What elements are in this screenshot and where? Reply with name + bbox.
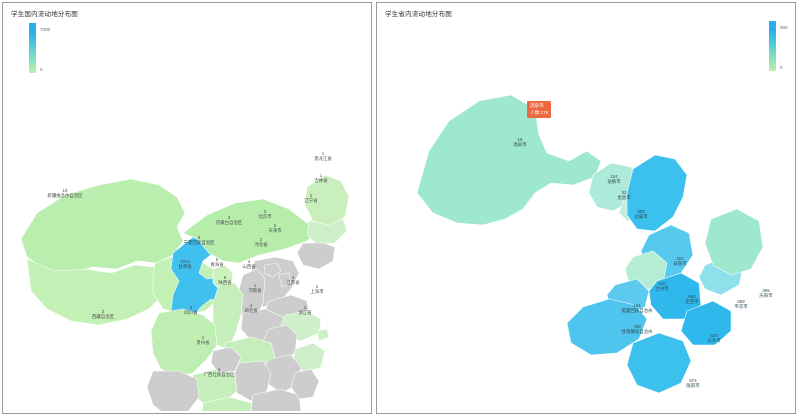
province-tibet [26, 258, 168, 326]
province-shaanxi [212, 282, 244, 350]
province-sichuan [150, 308, 218, 378]
legend-min-label: 0 [780, 65, 783, 70]
city-jiuquan [416, 94, 602, 226]
province-guangxi [201, 396, 253, 411]
province-tianjin [278, 272, 292, 288]
city-longnan [626, 332, 692, 394]
province-yunnan [146, 370, 200, 411]
right-map-panel: 学生省内流动地分布图 900 0 [376, 2, 796, 414]
city-qingyang [704, 208, 764, 276]
left-legend: 7000 0 [29, 23, 50, 73]
province-guangdong [250, 388, 302, 411]
legend-max-label: 900 [780, 25, 788, 30]
province-chongqing [210, 346, 242, 374]
right-panel-title: 学生省内流动地分布图 [385, 11, 452, 18]
province-fujian [290, 368, 320, 400]
city-tianshui [680, 300, 732, 346]
map-tooltip: 酒泉市 人数:178 [527, 101, 552, 119]
province-jilin [306, 218, 348, 246]
right-legend: 900 0 [769, 21, 788, 71]
legend-gradient-bar [769, 27, 776, 71]
province-shanghai [316, 328, 330, 342]
legend-max-swatch [769, 21, 776, 27]
province-liaoning [296, 242, 336, 270]
legend-min-label: 0 [40, 67, 43, 72]
china-map[interactable] [7, 63, 369, 411]
left-map-panel: 学生国内流动地分布图 7000 0 [2, 2, 372, 414]
province-xinjiang [20, 178, 186, 276]
province-beijing [263, 262, 282, 278]
tooltip-city: 酒泉市 [530, 103, 544, 108]
city-gannan [566, 298, 648, 356]
legend-gradient-bar [29, 29, 36, 73]
city-wuwei [626, 154, 688, 232]
gansu-map[interactable] [387, 43, 787, 411]
legend-max-label: 7000 [40, 27, 51, 32]
tooltip-count: 人数:178 [530, 109, 549, 115]
left-panel-title: 学生国内流动地分布图 [11, 11, 78, 18]
legend-max-swatch [29, 23, 36, 29]
province-heilongjiang [304, 174, 350, 228]
